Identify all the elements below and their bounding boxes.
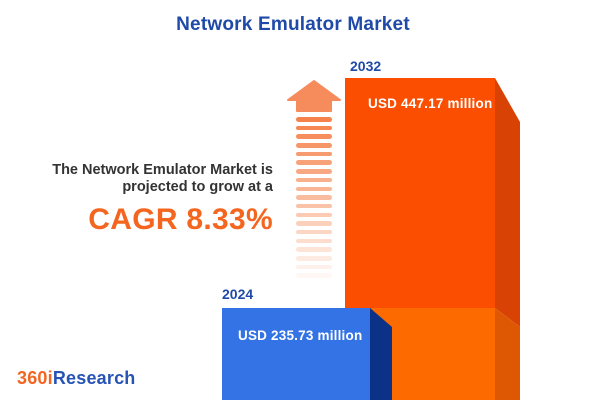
growth-arrow-icon [287, 80, 341, 292]
bar-2024: USD 235.73 million [222, 308, 392, 400]
arrow-head [287, 80, 341, 112]
arrow-stripe [296, 160, 332, 165]
bar-2024-value-label: USD 235.73 million [238, 328, 363, 343]
arrow-stripe [296, 134, 332, 139]
arrow-stripe [296, 143, 332, 148]
arrow-stripe [296, 151, 332, 157]
arrow-stripe [296, 203, 332, 209]
arrow-stripe [296, 169, 332, 174]
arrow-stripe [296, 212, 332, 218]
arrow-stripe [296, 221, 332, 226]
annotation-block: The Network Emulator Market is projected… [40, 162, 273, 237]
bar-2032-side [495, 78, 520, 400]
arrow-stripe [296, 273, 332, 278]
cagr-value: CAGR 8.33% [88, 202, 273, 236]
arrow-stripe [296, 229, 332, 235]
arrow-stripes [296, 117, 332, 278]
arrow-stripe [296, 264, 332, 270]
arrow-stripe [296, 177, 332, 183]
page-title: Network Emulator Market [176, 14, 410, 35]
arrow-stripe [296, 117, 332, 122]
bar-2024-face [222, 308, 370, 400]
bar-2032-value-label: USD 447.17 million [368, 96, 493, 111]
bar-2024-side [370, 308, 392, 400]
arrow-stripe [296, 195, 332, 200]
arrow-stripe [296, 186, 332, 191]
arrow-stripe [296, 238, 332, 244]
arrow-stripe [296, 247, 332, 252]
arrow-stripe [296, 256, 332, 261]
arrow-stripe [296, 125, 332, 131]
bar-2032-year-label: 2032 [350, 58, 382, 74]
logo-part-research: Research [52, 368, 136, 388]
logo-part-360i: 360i [17, 368, 53, 388]
bar-2024-year-label: 2024 [222, 286, 254, 302]
annotation-line1: The Network Emulator Market is [52, 162, 273, 178]
annotation-line2: projected to grow at a [122, 179, 273, 196]
brand-logo: 360iResearch [17, 368, 136, 389]
